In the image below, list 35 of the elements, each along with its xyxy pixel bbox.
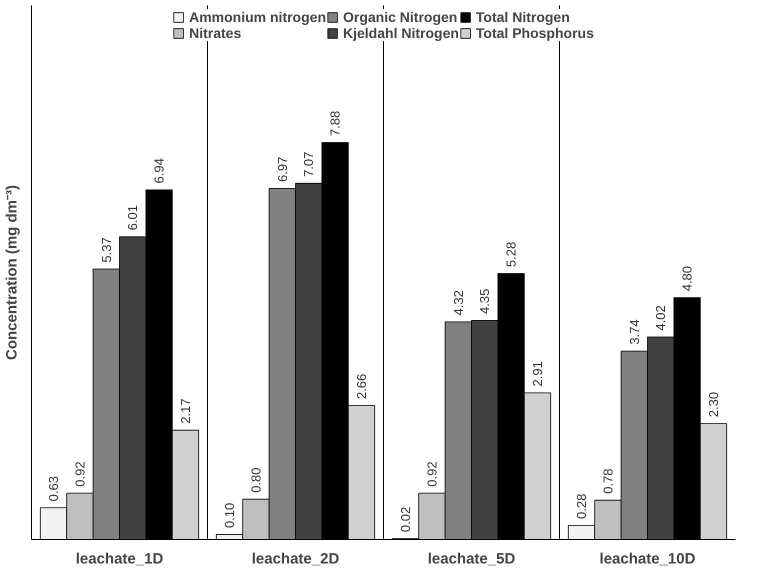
data-label: 0.28 (574, 494, 589, 519)
data-label: 7.88 (328, 110, 343, 136)
data-label: 0.78 (600, 468, 616, 494)
legend-label: Total Nitrogen (476, 9, 570, 25)
data-label: 6.94 (152, 158, 167, 184)
legend-label: Ammonium nitrogen (189, 9, 326, 25)
legend-label: Organic Nitrogen (343, 9, 458, 25)
data-label: 4.80 (680, 266, 695, 292)
data-label: 2.66 (354, 374, 369, 400)
data-label: 6.01 (125, 205, 140, 230)
data-label: 0.92 (72, 461, 88, 487)
data-label: 5.28 (504, 242, 519, 268)
x-tick-label: leachate_10D (600, 550, 696, 568)
data-label: 0.02 (398, 506, 413, 532)
x-tick-label: leachate_1D (76, 550, 164, 568)
legend-label: Kjeldahl Nitrogen (343, 25, 459, 41)
x-tick-label: leachate_2D (252, 550, 340, 568)
data-label: 0.92 (424, 461, 440, 487)
data-label: 4.02 (653, 305, 668, 331)
x-tick-label: leachate_5D (428, 550, 516, 568)
data-label: 4.32 (450, 290, 466, 316)
data-label: 6.97 (274, 156, 290, 182)
data-label: 0.63 (46, 476, 61, 502)
legend-label: Total Phosphorus (476, 25, 594, 41)
y-axis-title: Concentration (mg dm⁻³) (4, 184, 20, 360)
data-label: 2.17 (178, 398, 193, 424)
data-label: 4.35 (477, 288, 492, 314)
data-label: 5.37 (98, 237, 114, 263)
data-label: 2.30 (706, 392, 721, 418)
data-label: 7.07 (301, 152, 316, 177)
data-label: 0.10 (222, 502, 237, 528)
legend-label: Nitrates (189, 25, 242, 41)
data-label: 0.80 (248, 467, 264, 493)
data-label: 2.91 (530, 361, 545, 386)
data-label: 3.74 (626, 319, 642, 345)
